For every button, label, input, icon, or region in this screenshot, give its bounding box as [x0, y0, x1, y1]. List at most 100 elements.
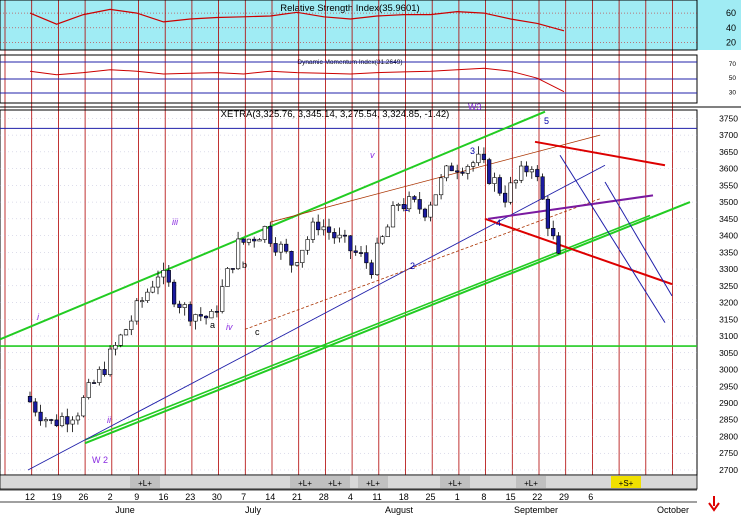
- candle-body: [257, 239, 262, 242]
- band-label: +L+: [366, 479, 380, 488]
- momentum-tick-label: 30: [729, 89, 737, 96]
- candle-body: [305, 239, 310, 251]
- candle-body: [70, 419, 75, 425]
- month-label: August: [385, 505, 414, 515]
- candles-layer: [27, 146, 561, 433]
- candle-body: [188, 304, 193, 322]
- candle-body: [246, 238, 252, 243]
- brown-trend-line: [269, 134, 601, 223]
- price-tick-label: 3750: [719, 113, 738, 123]
- candle-body: [27, 396, 33, 403]
- price-tick-label: 3250: [719, 281, 738, 291]
- wave-label: c: [255, 327, 260, 337]
- x-tick-label: 7: [241, 492, 246, 502]
- band-segment: [611, 476, 641, 488]
- candle-body: [385, 226, 390, 238]
- x-tick-label: 4: [348, 492, 353, 502]
- rsi-frame: [0, 0, 698, 51]
- band-segment: [358, 476, 388, 488]
- candle-body: [43, 419, 48, 422]
- candle-body: [284, 243, 289, 252]
- candle-body: [422, 208, 428, 218]
- candle-body: [204, 315, 209, 319]
- band-segment: [130, 476, 160, 488]
- x-tick-label: 29: [559, 492, 569, 502]
- price-tick-label: 3550: [719, 180, 738, 190]
- x-tick-label: 9: [134, 492, 139, 502]
- wave-label: W3: [468, 102, 482, 112]
- candle-body: [177, 303, 182, 308]
- x-tick-label: 8: [481, 492, 486, 502]
- candle-body: [316, 221, 321, 231]
- candle-body: [140, 300, 145, 302]
- mid-channel-line: [84, 214, 651, 441]
- candle-body: [342, 234, 348, 237]
- wave-label: i: [37, 312, 40, 322]
- month-label: July: [245, 505, 262, 515]
- candle-body: [155, 276, 161, 288]
- candle-body: [38, 411, 43, 422]
- price-title: XETRA(3,325.76, 3,345.14, 3,275.54, 3,32…: [221, 109, 450, 120]
- candle-body: [209, 311, 214, 319]
- candle-body: [268, 226, 273, 244]
- x-tick-label: 21: [292, 492, 302, 502]
- price-tick-label: 3400: [719, 231, 738, 241]
- candle-body: [278, 243, 284, 253]
- price-tick-label: 2900: [719, 398, 738, 408]
- x-tick-label: 26: [78, 492, 88, 502]
- candle-body: [487, 159, 492, 184]
- upper-channel-line: [0, 110, 546, 341]
- candle-body: [81, 397, 86, 417]
- support-red-line: [484, 217, 673, 286]
- band-segment: [516, 476, 546, 488]
- wave-label: iv: [226, 322, 233, 332]
- candle-body: [108, 348, 113, 375]
- candle-body: [91, 382, 97, 384]
- price-panel-bg: [0, 110, 741, 475]
- candle-body: [145, 291, 150, 301]
- price-tick-label: 3650: [719, 147, 738, 157]
- candle-body: [497, 177, 502, 194]
- x-tick-label: 28: [319, 492, 329, 502]
- candle-body: [353, 250, 358, 253]
- candle-body: [449, 165, 454, 172]
- band-segment: [320, 476, 350, 488]
- projection-line: [559, 154, 666, 323]
- wave-label: ii: [107, 415, 112, 425]
- candle-body: [460, 171, 465, 174]
- candle-body: [289, 251, 294, 266]
- price-tick-label: 3000: [719, 365, 738, 375]
- x-tick-label: 19: [52, 492, 62, 502]
- price-tick-label: 3150: [719, 314, 738, 324]
- price-tick-label: 3100: [719, 331, 738, 341]
- x-tick-label: 18: [399, 492, 409, 502]
- indicator-layer: [29, 8, 565, 93]
- candle-body: [166, 270, 171, 283]
- price-tick-label: 2800: [719, 431, 738, 441]
- candle-body: [134, 300, 139, 322]
- band-segment: [440, 476, 470, 488]
- price-tick-label: 3700: [719, 130, 738, 140]
- price-tick-label: 3050: [719, 348, 738, 358]
- candle-body: [417, 199, 422, 210]
- down-arrow-icon: [708, 496, 720, 512]
- candle-body: [508, 182, 513, 203]
- candle-body: [529, 169, 534, 173]
- candle-body: [492, 177, 497, 184]
- resistance-line: [534, 140, 666, 167]
- candle-body: [433, 194, 438, 206]
- rsi-panel-bg: [0, 0, 741, 50]
- candle-body: [369, 262, 374, 276]
- wave-label: b: [242, 260, 247, 270]
- projection-line-2: [604, 181, 673, 297]
- x-tick-label: 14: [265, 492, 275, 502]
- wave-label: W 2: [92, 455, 108, 465]
- candle-body: [75, 415, 80, 421]
- candle-body: [364, 252, 369, 264]
- purple-line: [487, 194, 654, 220]
- candle-body: [502, 192, 508, 203]
- candle-body: [524, 165, 529, 173]
- x-tick-label: 22: [532, 492, 542, 502]
- x-tick-label: 25: [425, 492, 435, 502]
- candle-body: [348, 235, 353, 252]
